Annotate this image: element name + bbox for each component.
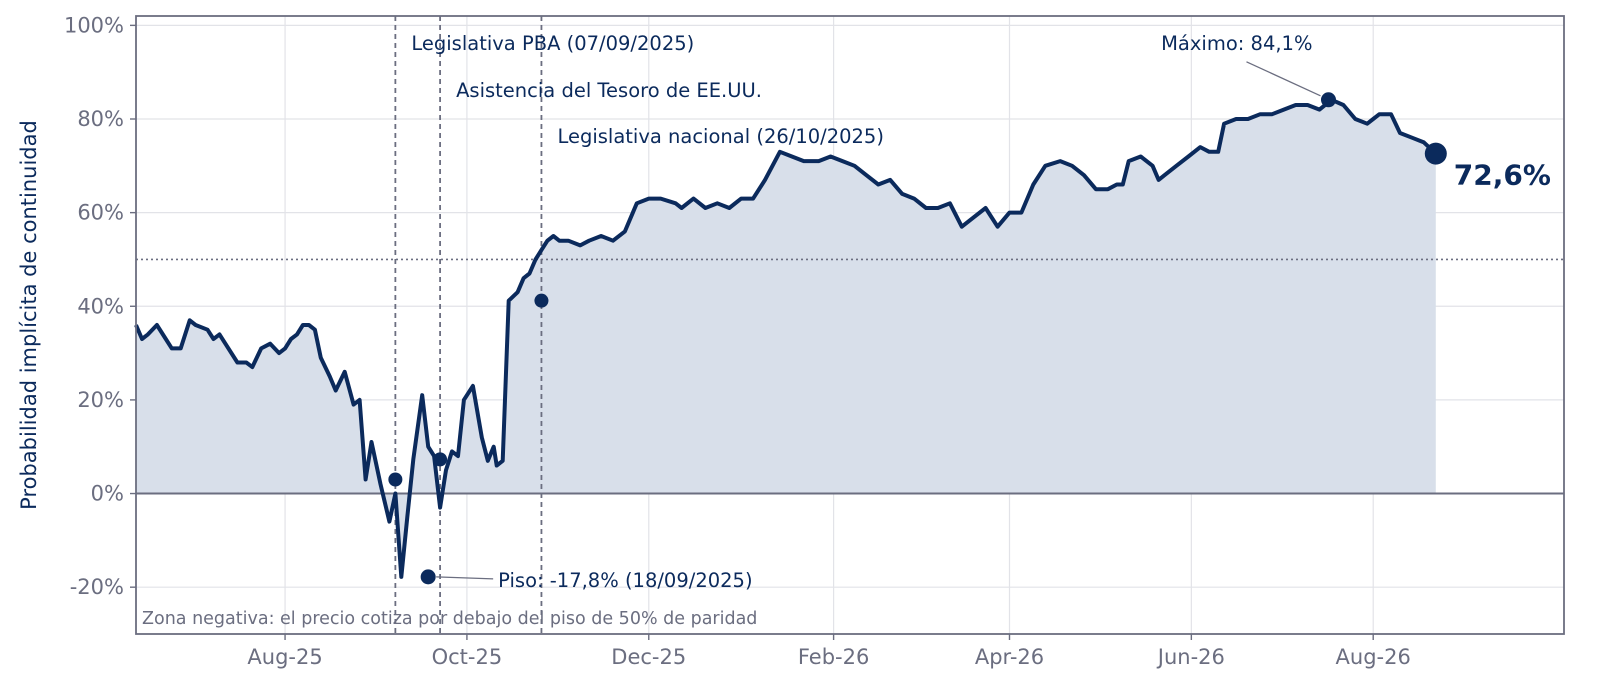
x-tick-label: Feb-26 <box>798 645 869 669</box>
event-lines <box>394 16 543 634</box>
y-axis: -20% 0% 20% 40% 60% 80% 100% <box>64 13 136 599</box>
event-marker <box>433 452 448 467</box>
x-axis: Aug-25 Oct-25 Dec-25 Feb-26 Apr-26 Jun-26 Aug-… <box>247 634 1411 669</box>
min-label: Piso: -17,8% (18/09/2025) <box>498 569 752 592</box>
x-tick-label: Aug-25 <box>247 645 322 669</box>
x-tick-label: Dec-25 <box>611 645 686 669</box>
x-tick-label: Aug-26 <box>1336 645 1411 669</box>
min-marker <box>420 569 436 585</box>
negative-zone-note: Zona negativa: el precio cotiza por deba… <box>142 609 757 629</box>
y-tick-label: -20% <box>70 575 124 599</box>
max-leader-line <box>1246 61 1321 97</box>
y-tick-label: 60% <box>77 201 124 225</box>
plot-frame <box>135 15 1565 635</box>
y-tick-label: 20% <box>77 388 124 412</box>
y-tick-label: 80% <box>77 107 124 131</box>
y-axis-label: Probabilidad implícita de continuidad <box>17 120 41 510</box>
event-label: Legislativa nacional (26/10/2025) <box>557 125 884 148</box>
area-fill <box>136 99 1436 577</box>
event-label: Asistencia del Tesoro de EE.UU. <box>456 79 762 102</box>
annotations: Legislativa PBA (07/09/2025) Asistencia d… <box>411 32 1551 592</box>
min-leader-line <box>436 576 494 580</box>
event-label: Legislativa PBA (07/09/2025) <box>411 32 694 55</box>
event-marker <box>388 472 403 487</box>
last-value-marker <box>1424 142 1447 165</box>
x-tick-label: Apr-26 <box>975 645 1044 669</box>
markers <box>388 92 1447 585</box>
max-marker <box>1320 92 1336 108</box>
last-value-label: 72,6% <box>1454 159 1551 192</box>
max-label: Máximo: 84,1% <box>1161 32 1312 55</box>
x-tick-label: Oct-25 <box>432 645 503 669</box>
probability-line <box>134 97 1438 579</box>
x-tick-label: Jun-26 <box>1156 645 1225 669</box>
event-marker <box>534 293 549 308</box>
y-tick-label: 0% <box>91 482 124 506</box>
y-tick-label: 100% <box>64 13 124 37</box>
y-tick-label: 40% <box>77 294 124 318</box>
